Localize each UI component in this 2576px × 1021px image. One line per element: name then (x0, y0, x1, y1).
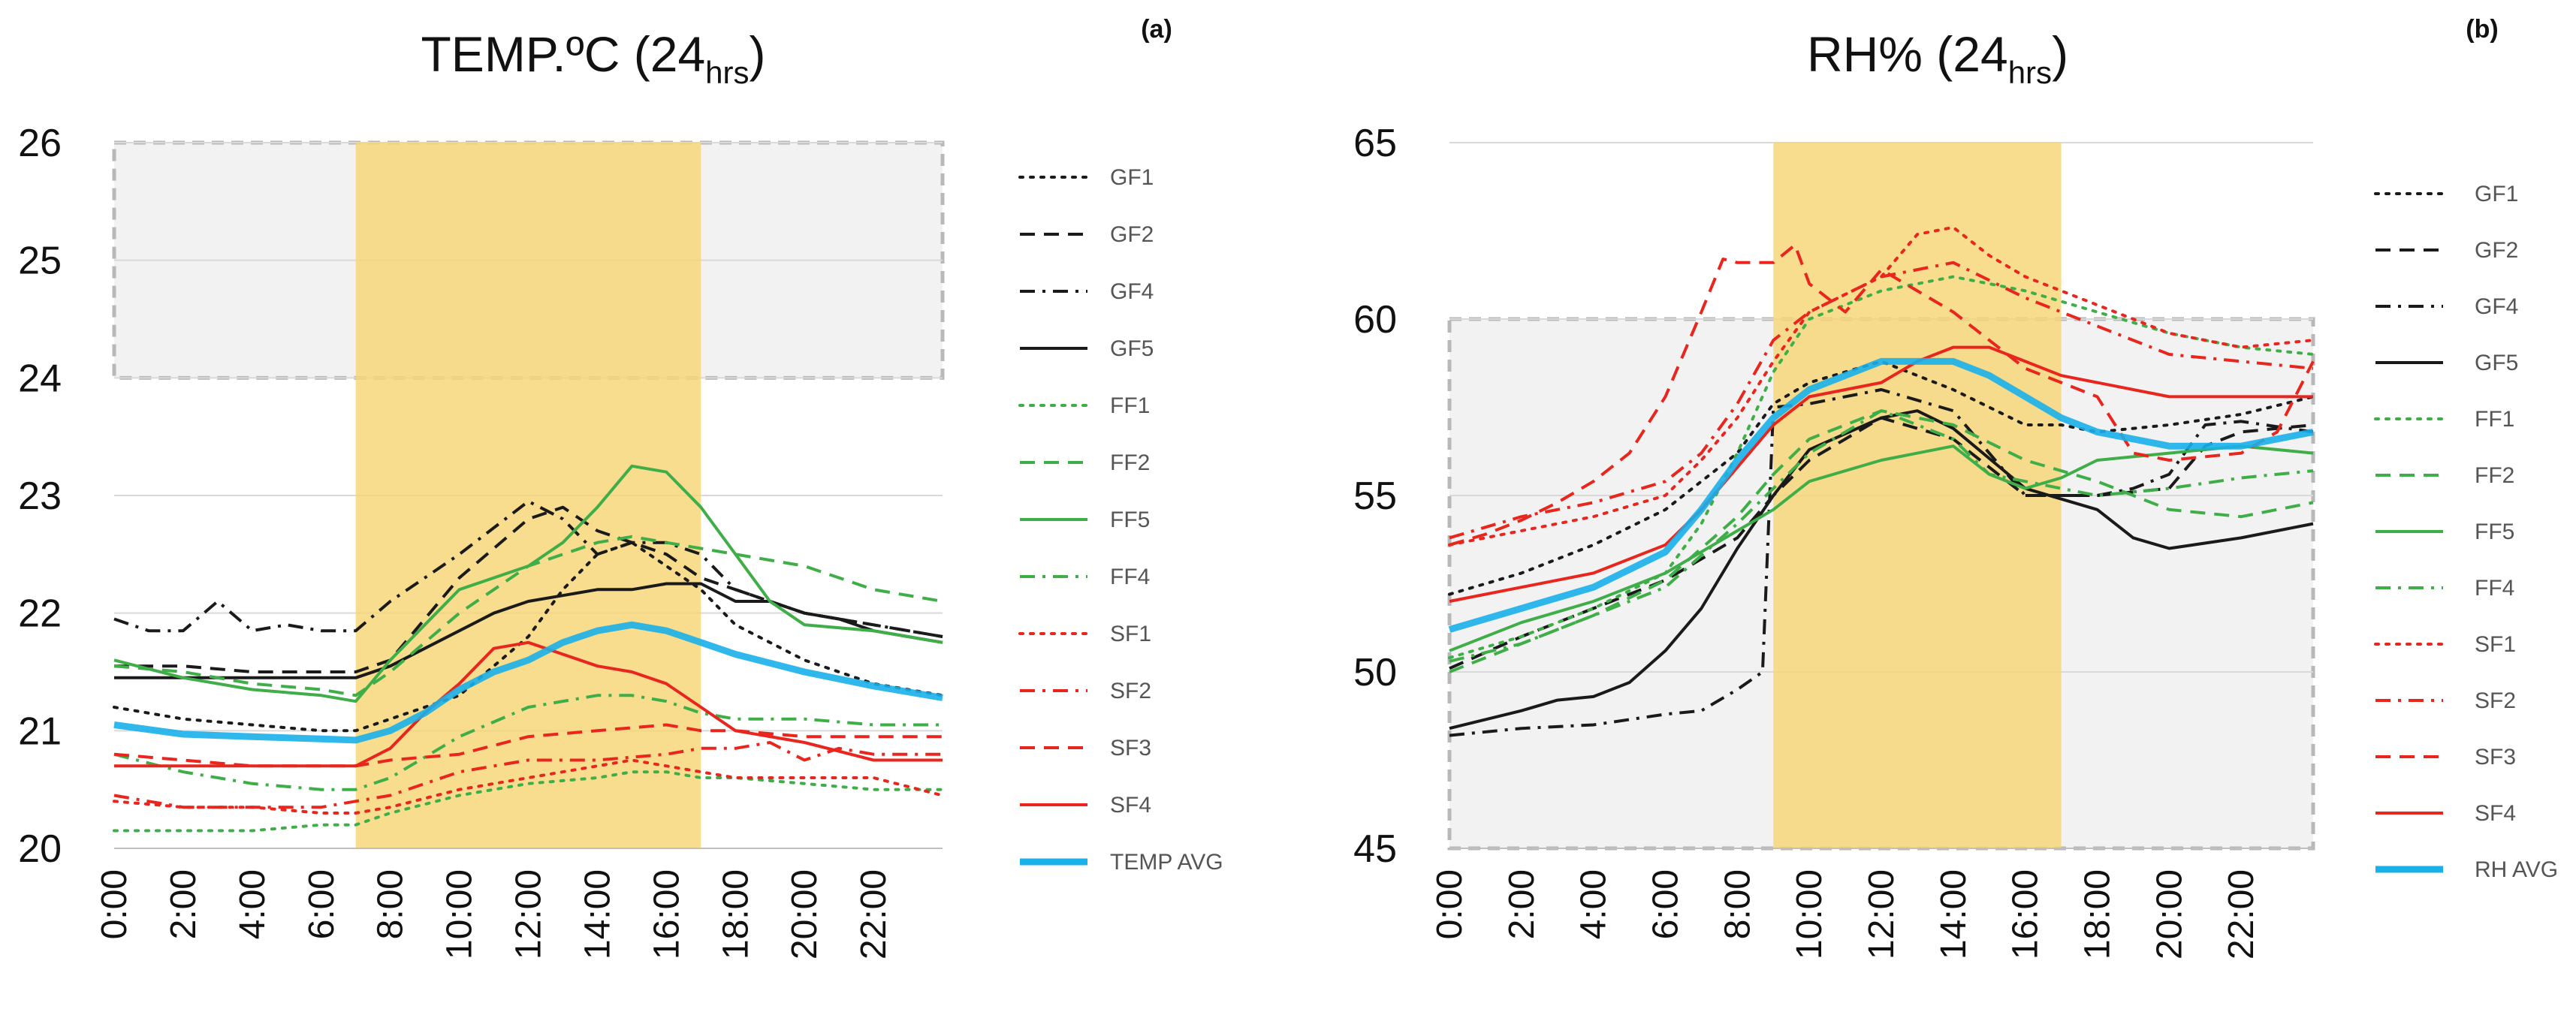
y-tick-label: 60 (1353, 298, 1397, 342)
occupied-hours-highlight (1773, 143, 2062, 848)
panel-label: (b) (2466, 15, 2498, 44)
legend-label: GF5 (2475, 351, 2518, 375)
legend-label: SF3 (2475, 745, 2516, 770)
x-tick-label: 8:00 (371, 869, 411, 939)
legend-label: FF1 (1110, 393, 1150, 418)
legend-label: SF4 (1110, 793, 1151, 818)
legend-label: FF5 (1110, 507, 1150, 532)
series-line-sf1 (113, 758, 944, 815)
series-line-temp-avg (113, 621, 943, 744)
x-tick-label: 18:00 (716, 869, 756, 959)
temperature-chart-panel: 20 21 22 23 24 25 26 0:00 2:00 4:00 6:00 8:00 10:00 1… (18, 15, 1223, 959)
x-tick-label: 18:00 (2078, 869, 2118, 959)
x-tick-label: 2:00 (1502, 869, 1542, 939)
series-line-ff1 (113, 770, 944, 833)
panel-label: (a) (1141, 15, 1172, 44)
series-line-sf4 (1449, 345, 2313, 603)
x-tick-label: 12:00 (509, 869, 549, 959)
y-tick-label: 65 (1353, 122, 1397, 165)
x-tick-label: 16:00 (2006, 869, 2046, 959)
series-line-ff1 (1448, 275, 2315, 660)
series-line-gf2 (1449, 416, 2314, 670)
legend-label: RH AVG (2475, 857, 2558, 882)
x-tick-label: 10:00 (440, 869, 480, 959)
y-tick-label: 45 (1353, 827, 1397, 871)
series-line-sf4 (114, 640, 943, 768)
legend-label: FF4 (1110, 565, 1150, 589)
series-line-ff2 (1449, 409, 2314, 673)
y-tick-label: 26 (18, 122, 62, 165)
series-line-sf3 (113, 723, 943, 768)
chart-title: RH% (24hrs) (1807, 26, 2068, 90)
x-tick-label: 6:00 (302, 869, 342, 939)
x-tick-label: 0:00 (1430, 869, 1470, 939)
legend-label: SF4 (2475, 801, 2516, 826)
series-line-ff2 (113, 535, 943, 697)
y-tick-label: 22 (18, 592, 62, 636)
y-tick-label: 24 (18, 357, 62, 400)
legend-label: SF2 (2475, 688, 2516, 713)
x-tick-label: 12:00 (1862, 869, 1902, 959)
temperature-chart: 20 21 22 23 24 25 26 0:00 2:00 4:00 6:00 8:00 10:00 1… (18, 15, 1223, 959)
series-line-sf2 (1449, 261, 2314, 540)
x-tick-label: 22:00 (2222, 869, 2261, 959)
y-tick-label: 25 (18, 239, 62, 283)
y-tick-label: 21 (18, 709, 62, 753)
x-tick-label: 22:00 (854, 869, 894, 959)
legend-label: FF5 (2475, 520, 2514, 544)
x-tick-label: 14:00 (578, 869, 617, 959)
legend-label: SF2 (1110, 679, 1151, 703)
legend-label: FF2 (1110, 450, 1150, 475)
legend-label: FF4 (2475, 576, 2514, 601)
series-line-gf4 (1449, 388, 2314, 737)
series-line-gf4 (113, 499, 943, 638)
y-tick-label: 20 (18, 827, 62, 871)
x-tick-label: 10:00 (1790, 869, 1829, 959)
series-line-rh-avg (1448, 357, 2314, 633)
legend-label: SF1 (1110, 622, 1151, 646)
x-tick-label: 0:00 (95, 869, 134, 939)
series-line-ff5 (113, 464, 943, 703)
x-tick-label: 20:00 (2149, 869, 2189, 959)
series-line-gf5 (1449, 409, 2314, 730)
y-tick-label: 23 (18, 474, 62, 518)
legend-label: FF1 (2475, 407, 2514, 432)
y-tick-label: 50 (1353, 651, 1397, 694)
x-tick-label: 4:00 (1574, 869, 1614, 939)
x-tick-label: 2:00 (164, 869, 204, 939)
legend-label: SF3 (1110, 736, 1151, 760)
legend-label: GF4 (1110, 279, 1154, 304)
series-line-sf3 (1449, 243, 2315, 547)
legend-label: GF1 (1110, 165, 1154, 190)
series-line-ff5 (1449, 444, 2314, 652)
humidity-chart-panel: 45 50 55 60 65 0:00 2:00 4:00 6:00 8:00 10:00 12:00… (1288, 0, 2576, 1021)
chart-title: TEMP.ºC (24hrs) (421, 26, 765, 90)
y-tick-label: 55 (1353, 474, 1397, 518)
series-line-gf1 (1448, 360, 2315, 596)
x-tick-label: 8:00 (1718, 869, 1757, 939)
series-line-gf5 (114, 582, 943, 679)
humidity-chart: 45 50 55 60 65 0:00 2:00 4:00 6:00 8:00 10:00 12:00… (1353, 15, 2558, 959)
legend-label: GF2 (1110, 222, 1154, 247)
x-tick-label: 20:00 (785, 869, 825, 959)
legend-label: SF1 (2475, 632, 2516, 657)
legend-label: GF4 (2475, 294, 2518, 319)
legend-label: GF1 (2475, 182, 2518, 206)
occupied-hours-highlight (355, 143, 701, 848)
legend-label: TEMP AVG (1110, 850, 1223, 875)
x-tick-label: 16:00 (647, 869, 686, 959)
series-line-ff4 (113, 694, 943, 791)
legend-label: GF5 (1110, 336, 1154, 361)
legend-label: GF2 (2475, 238, 2518, 263)
x-tick-label: 6:00 (1646, 869, 1686, 939)
series-line-ff4 (1449, 409, 2314, 663)
x-tick-label: 14:00 (1934, 869, 1974, 959)
series-line-gf1 (113, 541, 944, 733)
legend-label: FF2 (2475, 463, 2514, 488)
x-tick-label: 4:00 (233, 869, 273, 939)
